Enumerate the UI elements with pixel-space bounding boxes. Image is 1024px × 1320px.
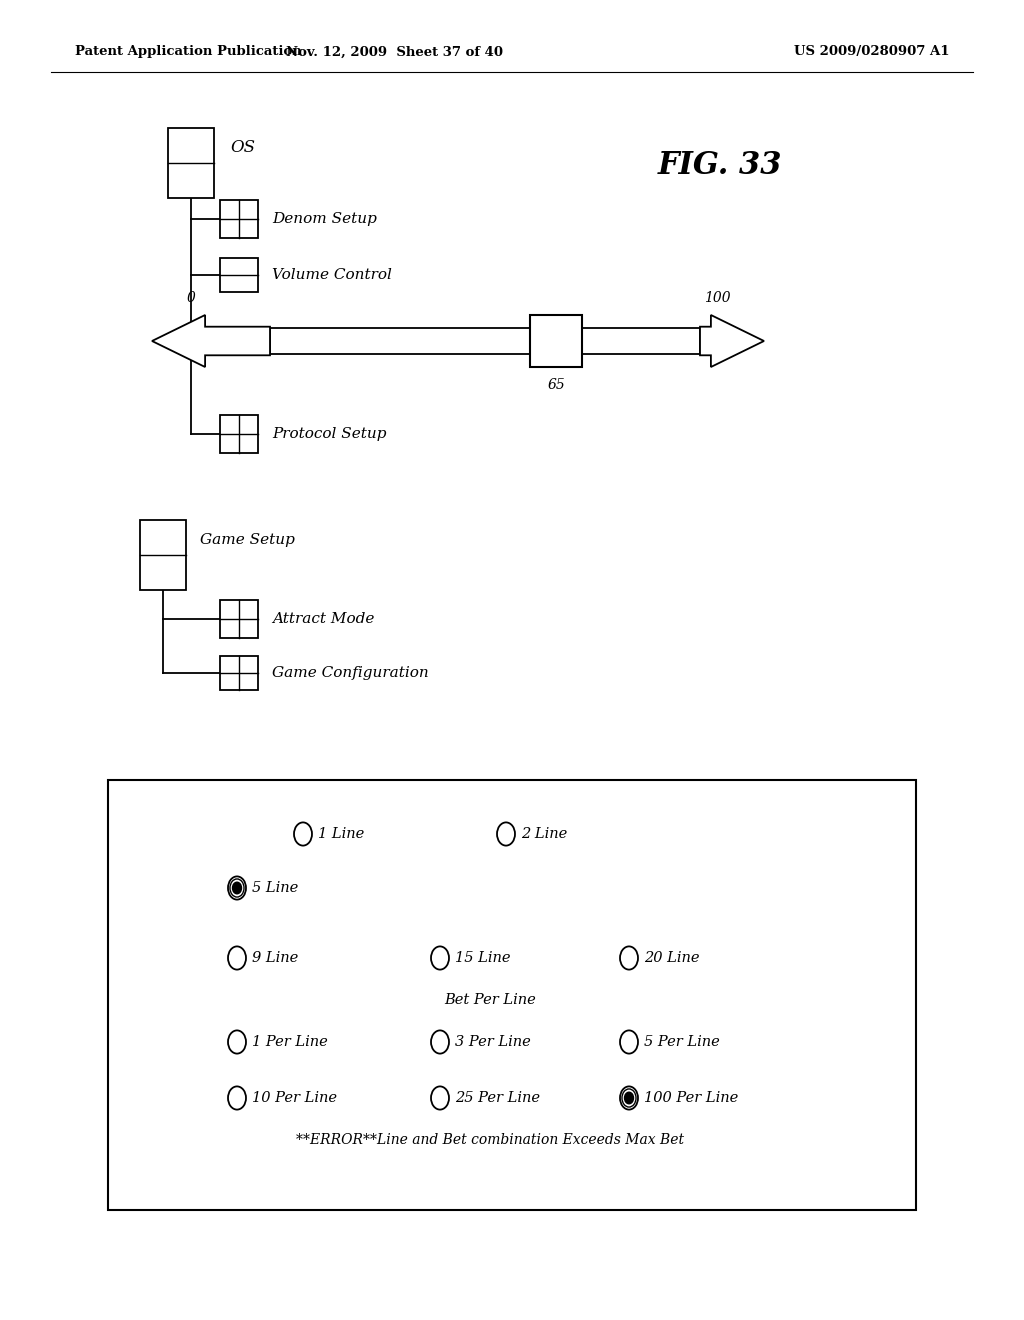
Text: Nov. 12, 2009  Sheet 37 of 40: Nov. 12, 2009 Sheet 37 of 40 xyxy=(287,45,504,58)
Text: US 2009/0280907 A1: US 2009/0280907 A1 xyxy=(795,45,950,58)
Text: Protocol Setup: Protocol Setup xyxy=(272,426,386,441)
Text: 0: 0 xyxy=(186,290,196,305)
Circle shape xyxy=(625,1092,634,1104)
Bar xyxy=(140,520,186,590)
Bar xyxy=(108,780,916,1210)
Text: 1 Line: 1 Line xyxy=(318,828,365,841)
Text: Volume Control: Volume Control xyxy=(272,268,392,282)
Text: Game Setup: Game Setup xyxy=(200,533,295,546)
Text: 20 Line: 20 Line xyxy=(644,950,699,965)
Text: Patent Application Publication: Patent Application Publication xyxy=(75,45,302,58)
Text: 65: 65 xyxy=(547,378,565,392)
Circle shape xyxy=(232,882,242,894)
Text: 5 Line: 5 Line xyxy=(252,880,298,895)
Bar xyxy=(220,601,258,638)
Text: **ERROR**Line and Bet combination Exceeds Max Bet: **ERROR**Line and Bet combination Exceed… xyxy=(296,1133,684,1147)
Bar xyxy=(220,201,258,238)
Text: 2 Line: 2 Line xyxy=(521,828,567,841)
Text: 15 Line: 15 Line xyxy=(455,950,511,965)
Text: 25 Per Line: 25 Per Line xyxy=(455,1092,540,1105)
Bar xyxy=(168,128,214,198)
Text: 9 Line: 9 Line xyxy=(252,950,298,965)
FancyArrow shape xyxy=(700,315,764,367)
Text: 3 Per Line: 3 Per Line xyxy=(455,1035,530,1049)
Bar xyxy=(220,257,258,292)
FancyArrow shape xyxy=(152,315,270,367)
Bar xyxy=(270,327,700,354)
Text: Game Configuration: Game Configuration xyxy=(272,667,429,680)
Bar xyxy=(530,315,582,367)
Text: FIG. 33: FIG. 33 xyxy=(657,149,782,181)
Text: 1 Per Line: 1 Per Line xyxy=(252,1035,328,1049)
Text: 10 Per Line: 10 Per Line xyxy=(252,1092,337,1105)
Bar xyxy=(220,414,258,453)
Text: 100 Per Line: 100 Per Line xyxy=(644,1092,738,1105)
Text: Bet Per Line: Bet Per Line xyxy=(444,993,536,1007)
Text: Attract Mode: Attract Mode xyxy=(272,612,375,626)
Text: Denom Setup: Denom Setup xyxy=(272,213,377,226)
Text: 100: 100 xyxy=(705,290,731,305)
Bar xyxy=(220,656,258,690)
Text: OS: OS xyxy=(230,140,255,157)
Text: 5 Per Line: 5 Per Line xyxy=(644,1035,720,1049)
